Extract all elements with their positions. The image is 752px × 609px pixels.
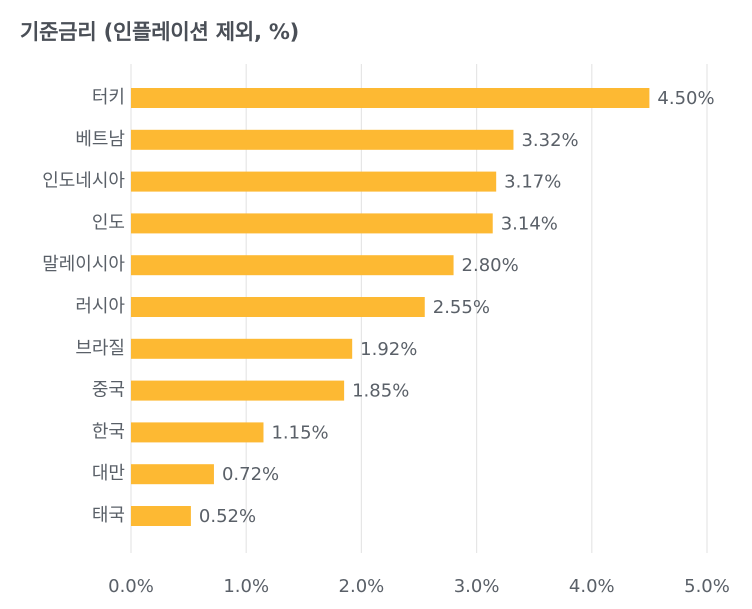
category-label: 한국 (92, 421, 125, 442)
category-label: 대만 (92, 463, 125, 484)
x-tick-label: 0.0% (108, 576, 154, 597)
value-label: 4.50% (657, 88, 714, 109)
x-tick-label: 3.0% (454, 576, 500, 597)
category-label: 인도네시아 (42, 171, 125, 192)
x-tick-label: 1.0% (223, 576, 269, 597)
bar (131, 297, 425, 317)
category-label: 브라질 (75, 338, 125, 359)
category-label: 베트남 (75, 129, 125, 150)
category-label: 중국 (92, 380, 125, 401)
bar (131, 171, 497, 192)
x-tick-label: 2.0% (339, 576, 385, 597)
category-label: 태국 (92, 505, 125, 526)
bar (131, 380, 345, 401)
bar (131, 422, 264, 443)
value-label: 1.85% (352, 381, 409, 402)
bar (131, 506, 191, 526)
bar (131, 255, 454, 276)
bar (131, 213, 493, 234)
category-label: 말레이시아 (42, 254, 125, 275)
x-tick-label: 4.0% (569, 576, 615, 597)
value-label: 3.32% (521, 130, 578, 151)
value-label: 2.55% (433, 297, 490, 318)
x-tick-label: 5.0% (684, 576, 730, 597)
category-label: 터키 (92, 87, 125, 108)
category-label: 러시아 (75, 296, 125, 317)
chart-title: 기준금리 (인플레이션 제외, %) (20, 20, 300, 44)
bar (131, 129, 514, 150)
value-label: 3.17% (504, 172, 561, 193)
bar (131, 88, 650, 108)
bar (131, 338, 353, 359)
value-label: 0.52% (199, 506, 256, 527)
value-label: 1.15% (271, 422, 328, 443)
value-label: 0.72% (222, 464, 279, 485)
category-label: 인도 (92, 212, 125, 233)
value-label: 3.14% (501, 213, 558, 234)
value-label: 1.92% (360, 339, 417, 360)
value-label: 2.80% (462, 255, 519, 276)
bar (131, 464, 214, 485)
